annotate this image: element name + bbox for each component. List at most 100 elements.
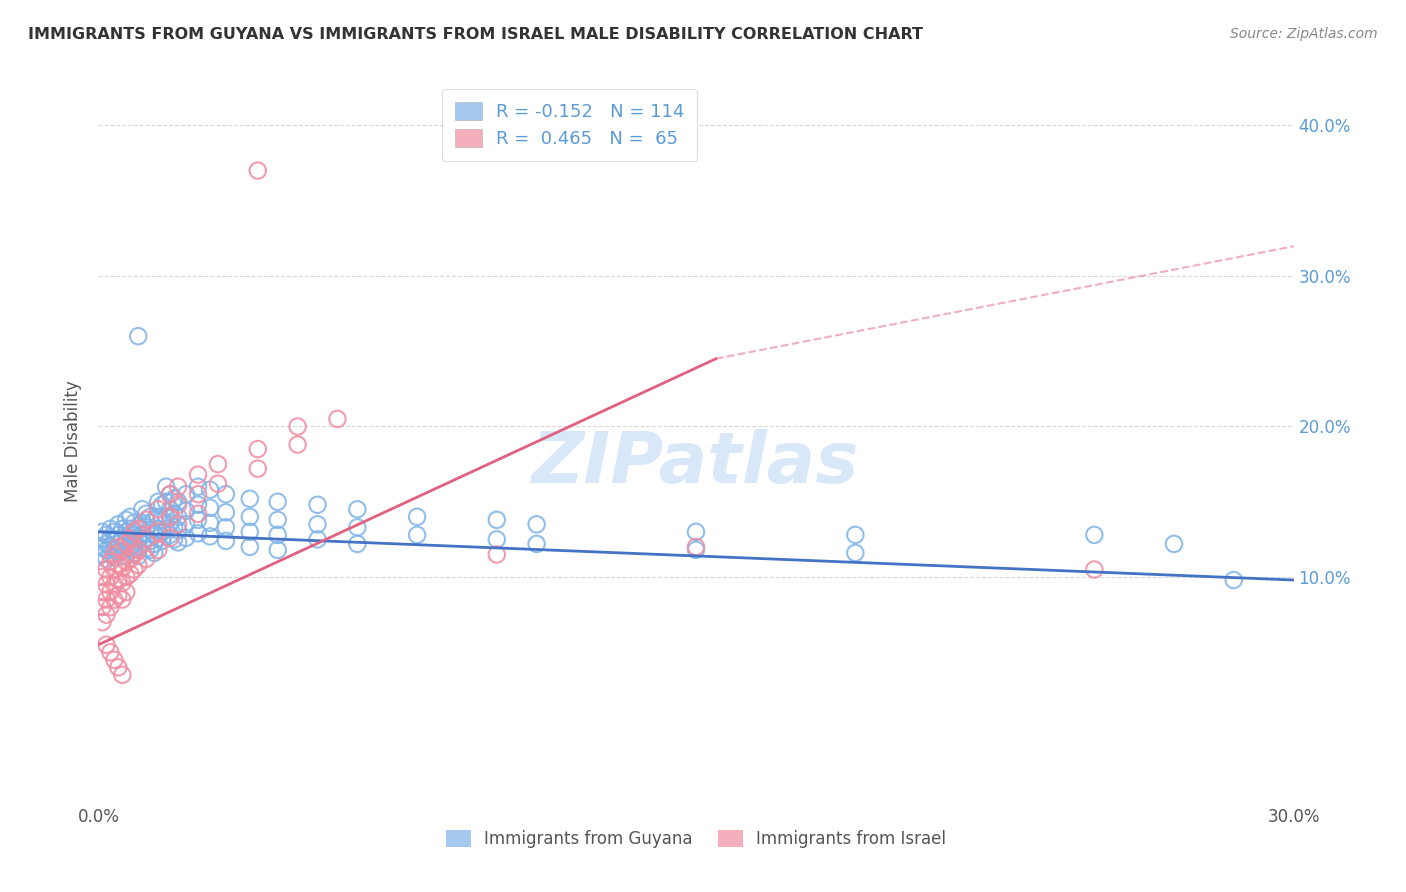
Point [844, 528, 866, 542]
Point [163, 491, 186, 506]
Point [107, 540, 129, 554]
Point [131, 502, 153, 516]
Point [167, 517, 190, 532]
Point [287, 419, 309, 434]
Point [148, 509, 170, 524]
Point [98, 522, 122, 536]
Point [103, 653, 125, 667]
Point [163, 507, 186, 521]
Point [127, 542, 149, 557]
Point [120, 552, 142, 566]
Point [124, 537, 146, 551]
Point [307, 533, 329, 547]
Point [96, 528, 118, 542]
Point [120, 531, 142, 545]
Point [91, 600, 114, 615]
Point [139, 533, 162, 548]
Point [135, 513, 157, 527]
Point [267, 528, 290, 542]
Point [111, 561, 134, 575]
Point [96, 537, 118, 551]
Point [103, 592, 125, 607]
Point [346, 537, 368, 551]
Point [174, 487, 197, 501]
Point [159, 487, 181, 501]
Point [159, 487, 181, 501]
Point [485, 548, 508, 562]
Point [844, 546, 866, 560]
Point [127, 540, 149, 554]
Point [127, 518, 149, 533]
Point [1163, 537, 1185, 551]
Point [155, 494, 177, 508]
Point [107, 588, 129, 602]
Point [96, 552, 118, 566]
Point [267, 513, 290, 527]
Point [150, 524, 173, 539]
Point [135, 531, 157, 545]
Point [124, 546, 146, 560]
Point [120, 567, 142, 582]
Point [406, 528, 429, 542]
Point [96, 542, 118, 557]
Point [167, 509, 190, 524]
Point [148, 531, 170, 545]
Point [167, 498, 190, 512]
Point [98, 540, 122, 554]
Y-axis label: Male Disability: Male Disability [65, 381, 83, 502]
Text: IMMIGRANTS FROM GUYANA VS IMMIGRANTS FROM ISRAEL MALE DISABILITY CORRELATION CHA: IMMIGRANTS FROM GUYANA VS IMMIGRANTS FRO… [28, 27, 924, 42]
Point [91, 540, 114, 554]
Point [115, 555, 138, 569]
Point [1083, 528, 1105, 542]
Point [91, 548, 114, 562]
Point [111, 522, 134, 536]
Point [139, 542, 162, 557]
Point [346, 502, 368, 516]
Point [103, 548, 125, 562]
Point [143, 546, 166, 560]
Point [174, 517, 197, 532]
Point [120, 541, 142, 556]
Point [96, 577, 118, 591]
Point [115, 533, 138, 548]
Point [155, 509, 177, 524]
Point [115, 524, 138, 539]
Point [139, 509, 162, 524]
Point [267, 542, 290, 557]
Point [187, 507, 209, 521]
Point [163, 520, 186, 534]
Point [115, 585, 138, 599]
Point [131, 528, 153, 542]
Point [98, 531, 122, 545]
Point [326, 412, 349, 426]
Point [135, 552, 157, 566]
Point [107, 528, 129, 542]
Point [174, 531, 197, 545]
Point [159, 528, 181, 542]
Point [307, 517, 329, 532]
Point [167, 524, 190, 538]
Point [163, 533, 186, 547]
Point [111, 576, 134, 591]
Point [526, 537, 548, 551]
Text: Source: ZipAtlas.com: Source: ZipAtlas.com [1230, 27, 1378, 41]
Point [148, 502, 170, 516]
Point [111, 540, 134, 554]
Point [685, 540, 707, 554]
Point [267, 494, 290, 508]
Point [167, 535, 190, 549]
Point [124, 516, 146, 530]
Point [139, 524, 162, 538]
Point [96, 592, 118, 607]
Point [148, 542, 170, 557]
Point [96, 607, 118, 622]
Point [246, 163, 269, 178]
Point [135, 507, 157, 521]
Point [198, 483, 221, 497]
Point [107, 573, 129, 587]
Point [155, 522, 177, 536]
Point [346, 520, 368, 534]
Point [148, 522, 170, 536]
Point [107, 517, 129, 532]
Point [124, 528, 146, 542]
